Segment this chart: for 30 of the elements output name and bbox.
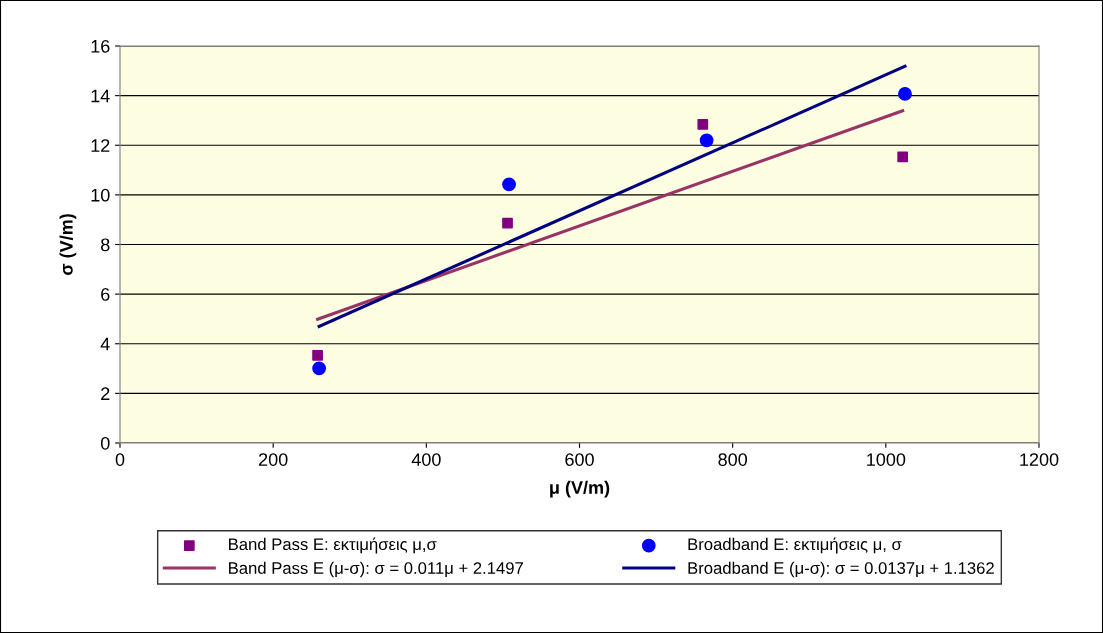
- y-tick-label: 14: [91, 89, 110, 103]
- legend-label: Band Pass E (μ-σ): σ = 0.011μ + 2.1497: [229, 561, 523, 578]
- y-tick-label: 10: [91, 188, 110, 202]
- x-tick-label: 1200: [1020, 453, 1059, 466]
- x-tick-label: 1000: [867, 453, 906, 466]
- y-tick-label: 2: [101, 387, 110, 400]
- point: [699, 133, 714, 148]
- legend-label: Broadband E (μ-σ): σ = 0.0137μ + 1.1362: [688, 561, 994, 578]
- point: [312, 350, 323, 361]
- point: [312, 361, 327, 376]
- x-tick-label: 600: [565, 453, 594, 466]
- x-axis-title: μ (V/m): [550, 480, 610, 498]
- y-tick-label: 4: [100, 337, 110, 351]
- legend-label: Band Pass E: εκτιμήσεις μ,σ: [229, 537, 437, 554]
- y-tick-label: 8: [101, 238, 110, 252]
- y-tick-label: 16: [91, 39, 110, 53]
- y-tick-label: 0: [100, 436, 110, 450]
- point: [502, 217, 513, 229]
- x-tick-label: 400: [411, 453, 441, 466]
- y-axis-title: σ (V/m): [59, 214, 77, 276]
- legend-label: Broadband E: εκτιμήσεις μ, σ: [688, 537, 902, 554]
- y-tick-label: 6: [101, 288, 110, 301]
- y-tick-label: 12: [91, 139, 110, 152]
- point: [697, 119, 709, 130]
- x-tick-label: 200: [259, 453, 288, 466]
- point: [898, 86, 912, 101]
- point: [897, 151, 909, 163]
- point: [502, 177, 516, 192]
- x-tick-label: 800: [718, 453, 748, 466]
- x-tick-label: 0: [115, 453, 125, 466]
